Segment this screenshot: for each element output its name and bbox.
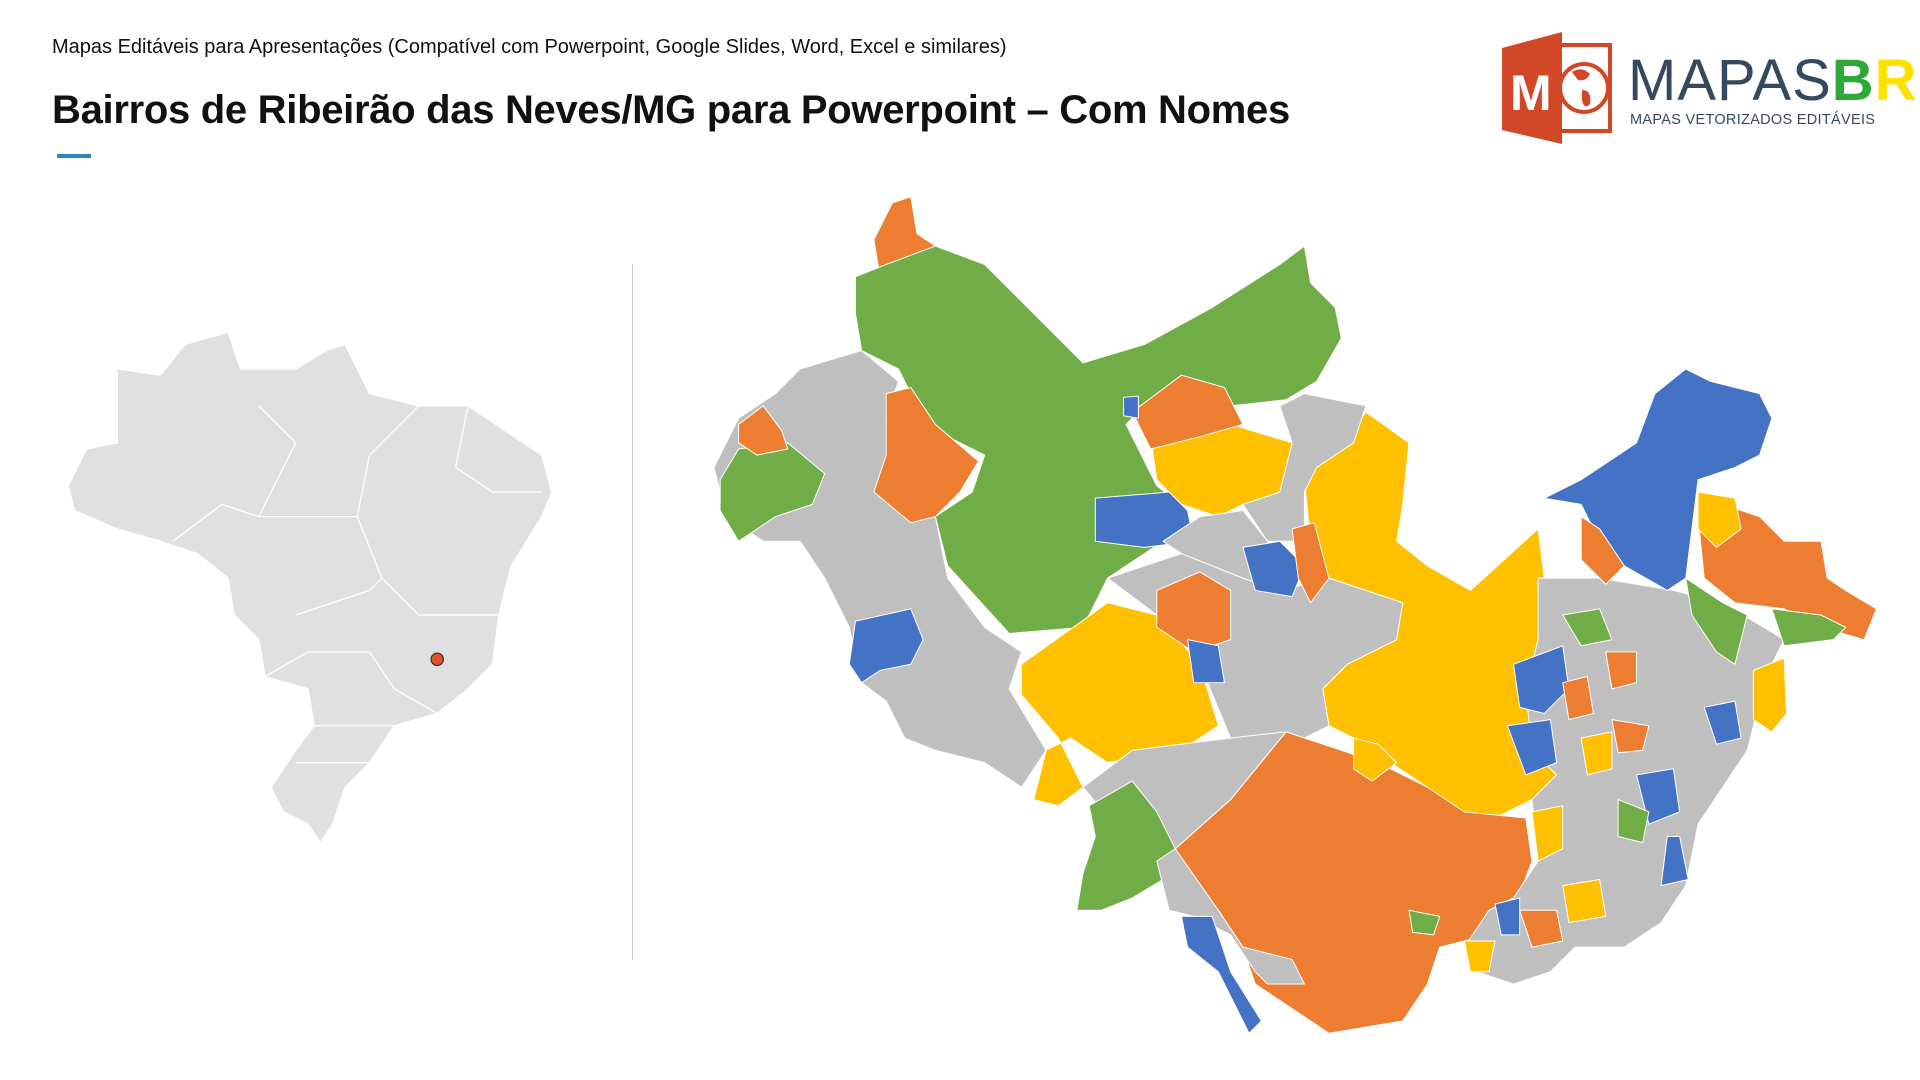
region-yellow-east-d bbox=[1463, 940, 1496, 973]
region-orange-center-east bbox=[1291, 522, 1330, 604]
region-green-far-east bbox=[1771, 608, 1847, 647]
neighborhood-map bbox=[713, 196, 1877, 1034]
region-orange-far-west bbox=[738, 405, 789, 456]
region-yellow-east-a bbox=[1580, 731, 1613, 776]
region-yellow-east-b bbox=[1531, 805, 1564, 862]
title-accent-bar bbox=[57, 154, 91, 158]
region-orange-northeast bbox=[1697, 503, 1877, 641]
region-yellow-east bbox=[1752, 657, 1788, 733]
region-blue-center-top bbox=[1123, 395, 1139, 419]
region-green-east bbox=[1685, 577, 1748, 665]
region-green-south-east bbox=[1408, 909, 1441, 936]
state-borders bbox=[172, 405, 542, 764]
region-grey-south-lower bbox=[1156, 848, 1305, 985]
region-orange-top-center bbox=[1131, 374, 1244, 450]
logo-icon: M bbox=[1502, 32, 1612, 144]
region-blue-east-a bbox=[1513, 645, 1570, 714]
region-yellow-east-c bbox=[1562, 879, 1607, 924]
page-title: Bairros de Ribeirão das Neves/MG para Po… bbox=[52, 88, 1290, 132]
brazil-locator-map bbox=[67, 331, 553, 844]
mapasbr-logo: M MAPASBR MAPAS VETORIZADOS EDITÁVEIS bbox=[1500, 30, 1917, 146]
region-green-east-a bbox=[1562, 608, 1613, 647]
region-blue-east-f bbox=[1494, 897, 1521, 936]
region-yellow-south-small bbox=[1353, 737, 1398, 782]
region-green-east-b bbox=[1617, 799, 1650, 844]
logo-word-r: R bbox=[1874, 48, 1918, 113]
region-blue-east-b bbox=[1506, 719, 1558, 776]
region-yellow-center-top bbox=[1150, 423, 1293, 518]
region-orange-northeast-small bbox=[1580, 516, 1625, 585]
location-marker bbox=[430, 652, 444, 667]
region-blue-center-east bbox=[1242, 540, 1305, 598]
region-yellow-northeast bbox=[1697, 491, 1742, 548]
logo-tagline: MAPAS VETORIZADOS EDITÁVEIS bbox=[1630, 112, 1876, 128]
page-subtitle: Mapas Editáveis para Apresentações (Comp… bbox=[52, 36, 1007, 58]
region-blue-south bbox=[1180, 915, 1262, 1034]
region-orange-east-a bbox=[1605, 651, 1638, 690]
region-orange-center bbox=[1156, 571, 1232, 653]
svg-text:M: M bbox=[1510, 65, 1552, 121]
region-blue-west bbox=[848, 608, 924, 684]
region-green-south bbox=[1076, 780, 1176, 911]
logo-word-mapas: MAPAS bbox=[1628, 48, 1832, 113]
region-blue-center-south bbox=[1187, 639, 1225, 684]
divider bbox=[632, 264, 633, 960]
region-orange-east-d bbox=[1519, 909, 1564, 948]
region-orange-east-b bbox=[1562, 676, 1594, 721]
logo-word-b: B bbox=[1831, 48, 1875, 113]
region-blue-east-c bbox=[1636, 768, 1681, 825]
region-orange-east-c bbox=[1611, 719, 1650, 754]
logo-wordmark: MAPASBR bbox=[1628, 52, 1918, 110]
brazil-shape bbox=[67, 331, 553, 844]
region-blue-east-e bbox=[1703, 700, 1742, 745]
region-blue-east-d bbox=[1660, 835, 1689, 887]
region-orange-west bbox=[873, 386, 979, 524]
